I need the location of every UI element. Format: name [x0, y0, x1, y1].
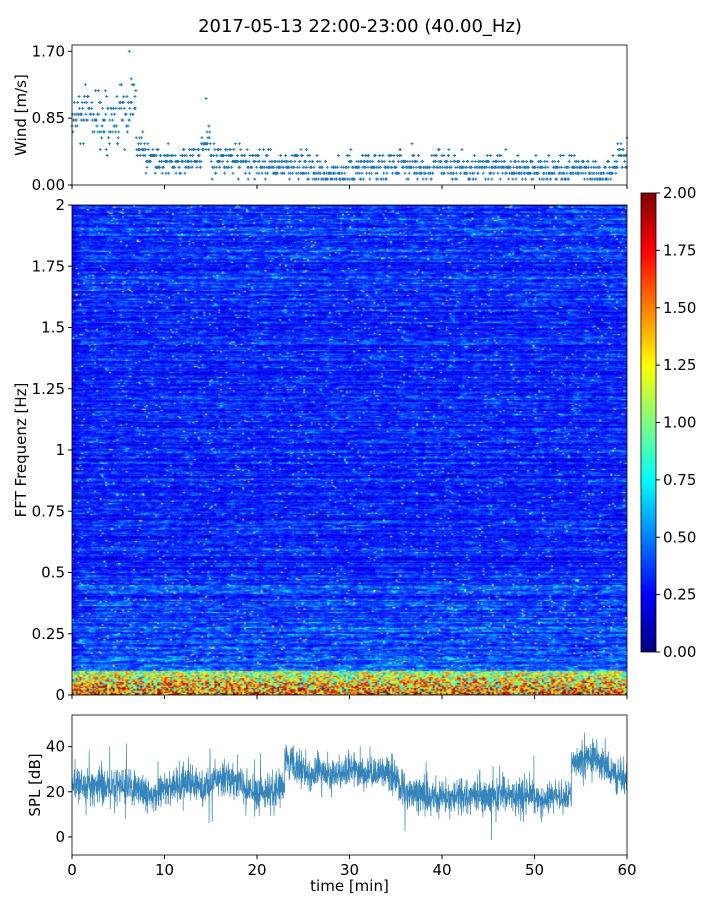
y-tick-label: 20 [46, 783, 65, 801]
y-tick-label: 1.75 [32, 257, 65, 275]
colorbar-axis: 0.00 0.25 0.50 0.75 1.00 1.25 1.50 1.75 2.00 [640, 184, 696, 661]
y-tick-label: 0.25 [32, 625, 65, 643]
y-tick-label: 0.5 [41, 564, 65, 582]
spectrogram-ylabel: FFT Frequenz [Hz] [12, 383, 30, 518]
y-tick-label: 40 [46, 738, 65, 756]
x-tick-label: 20 [247, 861, 266, 879]
colorbar-tick-label: 2.00 [663, 184, 696, 202]
wind-axes-frame [71, 44, 628, 186]
wind-points [70, 49, 629, 181]
spectrogram-heatmap [72, 205, 627, 695]
colorbar-tick-label: 1.75 [663, 241, 696, 259]
x-tick-label: 60 [617, 861, 636, 879]
x-tick-label: 50 [525, 861, 544, 879]
colorbar-tick-label: 1.50 [663, 299, 696, 317]
y-tick-label: 0 [55, 686, 65, 704]
colorbar-frame [640, 192, 657, 653]
y-tick-label: 1 [55, 441, 65, 459]
spectrogram-axes-frame [71, 204, 628, 696]
spl-subplot: 0 10 20 30 40 50 60 0 20 40 [46, 714, 637, 879]
colorbar-tick-label: 0.25 [663, 586, 696, 604]
colorbar-tick-label: 1.00 [663, 414, 696, 432]
x-tick-label: 10 [155, 861, 174, 879]
wind-subplot: 0.00 0.85 1.70 [32, 42, 629, 194]
spl-xlabel: time [min] [310, 877, 389, 895]
colorbar-tick-label: 0.50 [663, 528, 696, 546]
colorbar [641, 193, 656, 652]
spl-line [71, 732, 628, 841]
x-tick-label: 40 [432, 861, 451, 879]
y-tick-label: 1.25 [32, 380, 65, 398]
y-tick-label: 0.85 [32, 109, 65, 127]
y-tick-label: 0.75 [32, 502, 65, 520]
colorbar-tick-label: 1.25 [663, 356, 696, 374]
spectrogram-subplot: 0 0.25 0.5 0.75 1 1.25 1.5 1.75 2 [32, 196, 628, 704]
y-tick-label: 2 [55, 196, 65, 214]
colorbar-tick-label: 0.00 [663, 643, 696, 661]
chart-title: 2017-05-13 22:00-23:00 (40.00_Hz) [198, 16, 522, 37]
y-tick-label: 0 [55, 828, 65, 846]
x-tick-label: 30 [340, 861, 359, 879]
y-tick-label: 0.00 [32, 176, 65, 194]
y-tick-label: 1.5 [41, 319, 65, 337]
wind-ylabel: Wind [m/s] [12, 74, 30, 156]
y-tick-label: 1.70 [32, 42, 65, 60]
colorbar-tick-label: 0.75 [663, 471, 696, 489]
x-tick-label: 0 [67, 861, 77, 879]
spl-ylabel: SPL [dB] [26, 753, 44, 816]
